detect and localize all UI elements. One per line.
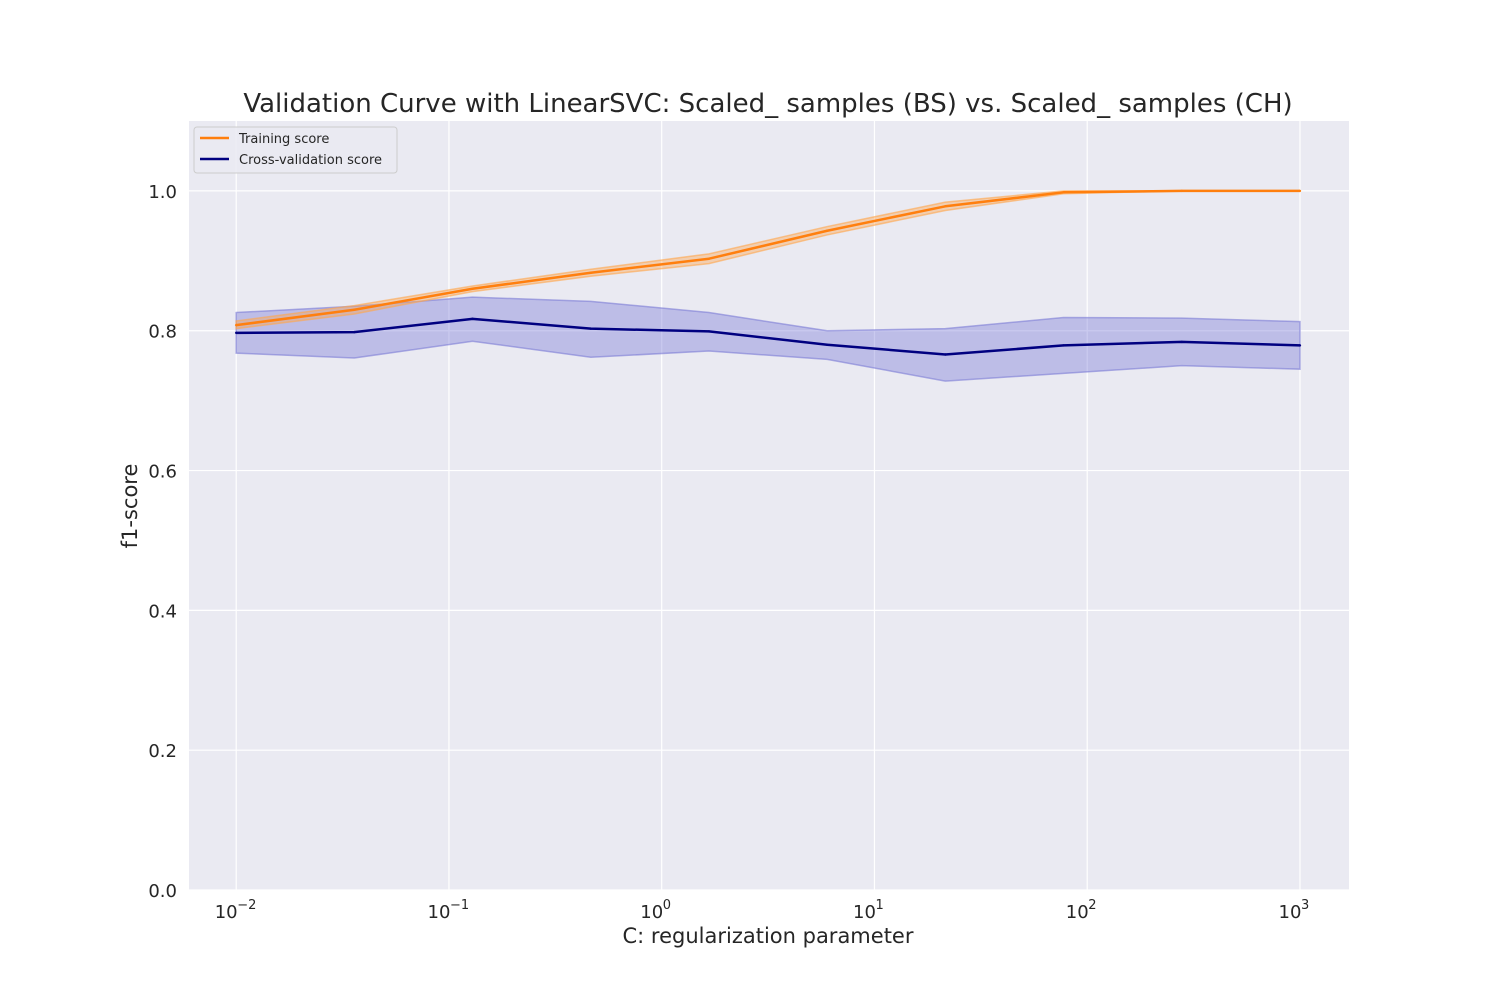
plot-area xyxy=(189,121,1349,890)
x-tick-exponent: 2 xyxy=(1088,898,1096,913)
x-tick-label: 10 xyxy=(640,902,663,923)
x-axis-label: C: regularization parameter xyxy=(623,924,914,948)
cross-validation-score-point xyxy=(944,353,947,356)
cross-validation-score-point xyxy=(707,330,711,333)
training-score-point xyxy=(234,323,238,327)
y-axis-label: f1-score xyxy=(118,464,142,549)
x-tick-exponent: −1 xyxy=(450,898,469,913)
cross-validation-score-point xyxy=(471,317,474,321)
y-tick-label: 1.0 xyxy=(148,182,177,203)
legend-label-cross-validation: Cross-validation score xyxy=(239,153,382,168)
x-tick-label: 10 xyxy=(1279,902,1302,923)
y-tick-label: 0.4 xyxy=(148,601,177,622)
training-score-point xyxy=(471,287,474,290)
legend-frame xyxy=(193,126,398,174)
training-score-line xyxy=(236,189,1300,327)
y-tick-label: 0.6 xyxy=(148,462,177,483)
cross-validation-score-point xyxy=(1180,340,1183,344)
cross-validation-score-point xyxy=(234,331,238,335)
cross-validation-score-point xyxy=(353,330,356,334)
training-score-point xyxy=(589,271,592,274)
training-score-point xyxy=(1298,189,1302,193)
training-score-point xyxy=(944,205,947,208)
legend-label-training: Training score xyxy=(238,132,329,147)
training-score-point xyxy=(353,308,356,311)
x-tick-labels: 10 −2 10 −1 10 0 10 1 10 2 10 3 xyxy=(215,898,1310,923)
training-score-point xyxy=(1180,189,1183,193)
training-score-point xyxy=(707,257,711,260)
y-tick-labels: 0.0 0.2 0.4 0.6 0.8 1.0 xyxy=(148,182,177,902)
x-tick-exponent: −2 xyxy=(237,898,256,913)
y-tick-label: 0.8 xyxy=(148,322,177,343)
x-tick-exponent: 0 xyxy=(663,898,671,913)
x-tick-label: 10 xyxy=(428,902,451,923)
x-tick-exponent: 1 xyxy=(875,898,883,913)
y-tick-label: 0.0 xyxy=(148,881,177,902)
cross-validation-score-point xyxy=(1298,344,1302,347)
x-tick-exponent: 3 xyxy=(1301,898,1309,913)
training-score-point xyxy=(825,229,829,232)
cross-validation-score-line xyxy=(236,317,1301,356)
legend: Training score Cross-validation score xyxy=(193,126,398,174)
cross-validation-score-point xyxy=(825,343,829,346)
y-tick-label: 0.2 xyxy=(148,741,177,762)
chart-title: Validation Curve with LinearSVC: Scaled_… xyxy=(243,89,1292,119)
score-lines xyxy=(234,189,1302,356)
training-score-point xyxy=(1062,191,1065,194)
x-tick-label: 10 xyxy=(853,902,876,923)
cross-validation-score-point xyxy=(589,327,592,330)
grid-lines xyxy=(189,121,1349,891)
cross-validation-score-point xyxy=(1062,344,1065,347)
x-tick-label: 10 xyxy=(1066,902,1089,923)
x-tick-label: 10 xyxy=(215,902,238,923)
